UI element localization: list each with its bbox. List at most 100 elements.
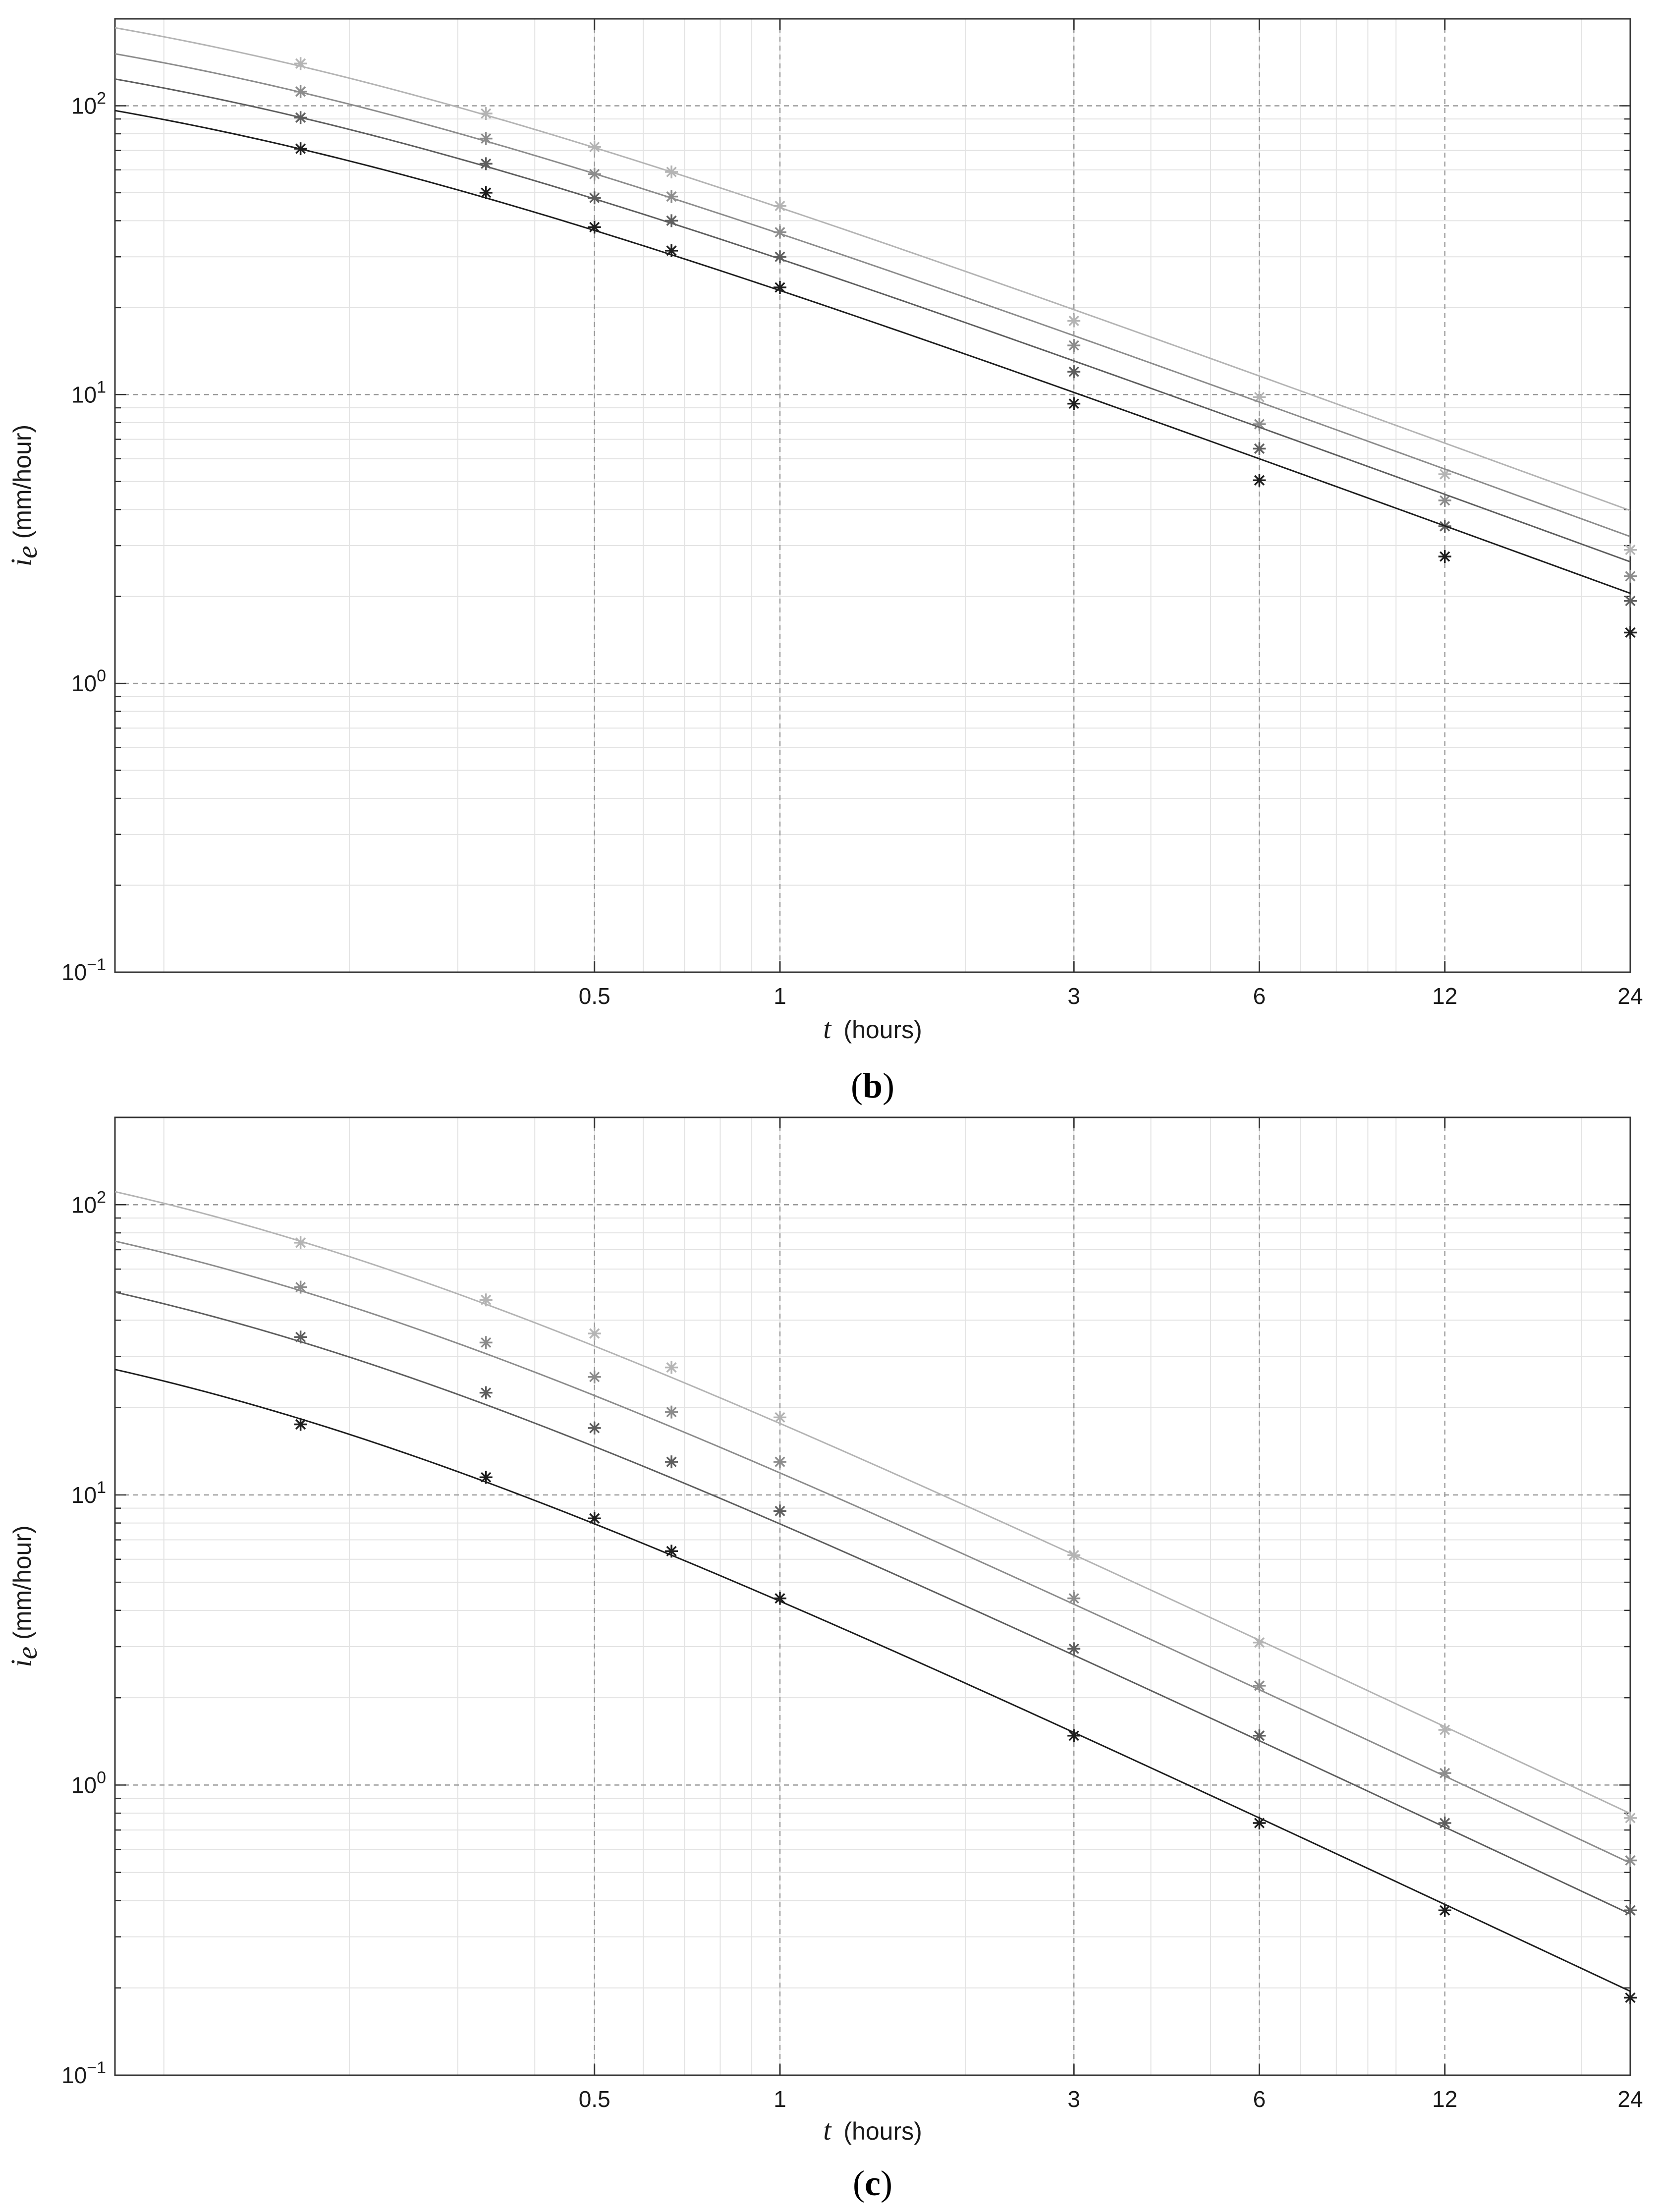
data-point: [479, 107, 493, 120]
x-tick-label: 3: [1067, 2086, 1080, 2112]
series-fit-line: [114, 1291, 1631, 1915]
data-point: [588, 1327, 601, 1340]
x-tick-label: 6: [1253, 2086, 1266, 2112]
y-axis-label: ie (mm/hour): [5, 425, 43, 566]
x-tick-label: 0.5: [579, 983, 610, 1009]
data-point: [479, 1471, 493, 1484]
data-point: [1624, 1904, 1637, 1917]
y-tick-label: 10−1: [61, 955, 106, 985]
data-point: [479, 132, 493, 145]
data-point: [1067, 365, 1081, 379]
data-point: [1253, 442, 1266, 455]
data-point: [294, 1280, 307, 1294]
series-4: [114, 1369, 1637, 2004]
data-point: [773, 281, 786, 294]
data-point: [1253, 1729, 1266, 1742]
data-point: [1438, 550, 1451, 563]
x-tick-label: 0.5: [579, 2086, 610, 2112]
data-point: [1624, 594, 1637, 608]
data-point: [588, 167, 601, 181]
data-point: [1624, 626, 1637, 639]
data-point: [1067, 1548, 1081, 1562]
data-point: [1253, 417, 1266, 431]
data-point: [1438, 468, 1451, 481]
data-point: [1624, 1854, 1637, 1867]
data-point: [773, 1455, 786, 1469]
x-axis-label: t (hours): [823, 2114, 922, 2146]
data-point: [665, 1405, 678, 1419]
series-fit-line: [114, 53, 1631, 538]
data-point: [1253, 1816, 1266, 1829]
data-point: [1067, 314, 1081, 328]
series-fit-line: [114, 78, 1631, 563]
data-point: [1067, 1729, 1081, 1742]
data-point: [294, 111, 307, 124]
data-point: [773, 1411, 786, 1424]
data-point: [588, 1370, 601, 1383]
data-point: [294, 1236, 307, 1249]
data-point: [588, 1512, 601, 1525]
data-point: [479, 1386, 493, 1399]
data-point: [294, 1330, 307, 1344]
chart-panel-b: 0.5 1 3 6 12 24 10−1 100 101 102 t (hours) ie (mm/h…: [5, 18, 1643, 1106]
data-point: [1624, 1991, 1637, 2004]
data-point: [588, 1421, 601, 1435]
panel-label: (b): [851, 1066, 894, 1106]
series-fit-line: [114, 1191, 1631, 1815]
x-tick-label: 3: [1067, 983, 1080, 1009]
data-point: [1067, 397, 1081, 410]
x-axis-label: t (hours): [823, 1012, 922, 1045]
series-fit-line: [114, 1369, 1631, 1992]
x-tick-label: 1: [774, 983, 786, 1009]
series-4: [114, 110, 1637, 639]
data-point: [588, 221, 601, 234]
x-tick-label: 12: [1432, 2086, 1457, 2112]
data-point: [1067, 1642, 1081, 1656]
data-point: [479, 1293, 493, 1307]
y-axis-label: ie (mm/hour): [5, 1525, 43, 1667]
data-point: [665, 1545, 678, 1558]
x-tick-label: 12: [1432, 983, 1457, 1009]
data-point: [588, 191, 601, 205]
data-point: [773, 1592, 786, 1605]
data-point: [773, 199, 786, 213]
data-point: [1067, 1592, 1081, 1605]
x-tick-label: 24: [1617, 983, 1643, 1009]
data-point: [665, 166, 678, 179]
chart-panel-c: 0.5 1 3 6 12 24 10−1 100 101 102 t (hours) ie (mm/h…: [5, 1116, 1643, 2203]
data-point: [294, 85, 307, 98]
data-point: [1253, 1679, 1266, 1692]
data-point: [665, 190, 678, 203]
data-point: [773, 225, 786, 239]
data-point: [1438, 1816, 1451, 1829]
series-fit-line: [114, 27, 1631, 511]
y-tick-label: 102: [71, 89, 106, 118]
panel-label: (c): [853, 2163, 892, 2203]
y-tick-label: 100: [71, 1768, 106, 1798]
series-2: [114, 1240, 1637, 1867]
series-fit-line: [114, 110, 1631, 594]
series-1: [114, 27, 1637, 556]
x-tick-label: 24: [1617, 2086, 1643, 2112]
data-point: [1624, 569, 1637, 583]
data-point: [1438, 494, 1451, 507]
data-point: [665, 1455, 678, 1469]
y-tick-label: 100: [71, 666, 106, 696]
data-point: [294, 1418, 307, 1431]
series-fit-line: [114, 1240, 1631, 1864]
series-3: [114, 1291, 1637, 1917]
data-point: [1067, 339, 1081, 352]
x-tick-label: 1: [774, 2086, 786, 2112]
data-point: [665, 244, 678, 257]
data-point: [294, 142, 307, 156]
data-point: [1438, 1723, 1451, 1736]
data-point: [665, 1361, 678, 1374]
y-tick-label: 101: [71, 378, 106, 407]
data-point: [773, 250, 786, 264]
plot-frame: [114, 1116, 1631, 2076]
y-tick-label: 101: [71, 1478, 106, 1508]
data-point: [1438, 1904, 1451, 1917]
y-tick-label: 10−1: [61, 2058, 106, 2088]
series-2: [114, 53, 1637, 583]
